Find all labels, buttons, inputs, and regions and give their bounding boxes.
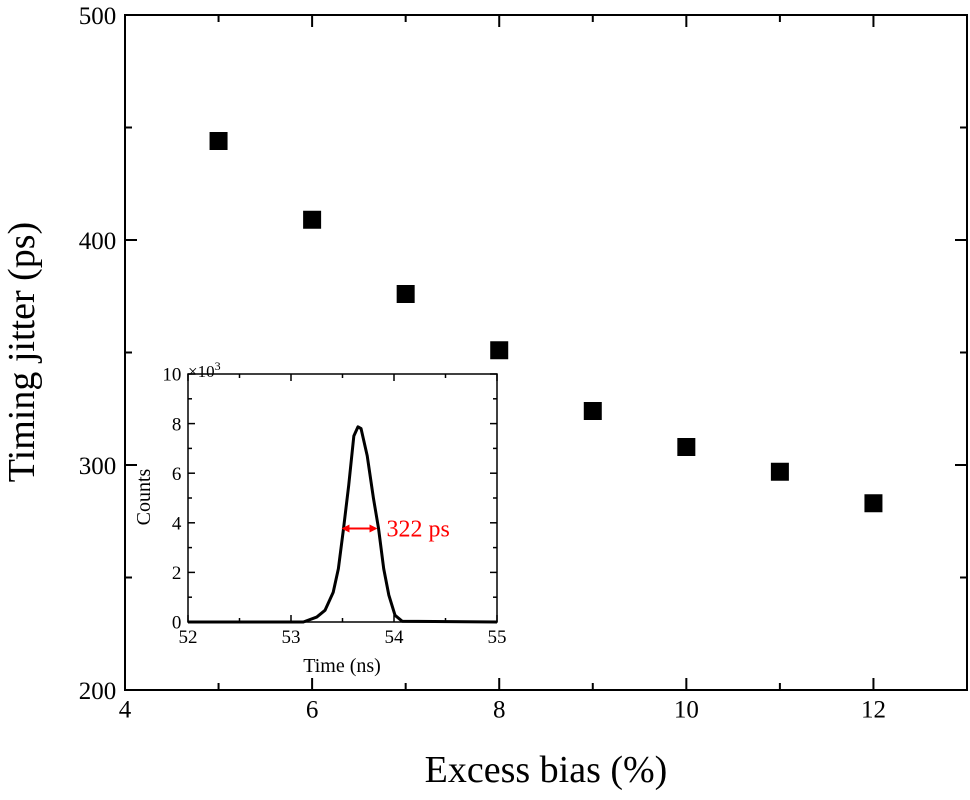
data-point — [490, 341, 509, 360]
inset-y-tick-label: 8 — [172, 414, 182, 435]
data-point — [677, 438, 696, 456]
inset-y-tick-label: 10 — [162, 365, 181, 386]
data-point — [303, 210, 322, 229]
inset-curve — [188, 425, 498, 624]
inset-y-multiplier: ×103 — [188, 359, 221, 381]
multiplier-base: ×10 — [188, 362, 215, 381]
inset-x-tick-label: 55 — [488, 627, 507, 648]
inset-x-tick-label: 53 — [282, 627, 301, 648]
y-tick-label: 400 — [79, 228, 117, 255]
x-tick-label: 6 — [306, 697, 319, 724]
inset-y-axis-label: Counts — [133, 468, 155, 525]
inset-y-tick-label: 0 — [172, 613, 182, 634]
inset-y-tick-label: 2 — [172, 563, 182, 584]
inset-x-axis-label: Time (ns) — [303, 655, 381, 677]
y-tick-label: 500 — [79, 3, 117, 30]
fwhm-arrow-head-right — [369, 524, 378, 533]
fwhm-annotation: 322 ps — [387, 517, 450, 543]
inset-y-tick-label: 6 — [172, 464, 182, 485]
y-tick-label: 300 — [79, 453, 117, 480]
data-point — [583, 402, 602, 420]
x-tick-label: 4 — [119, 697, 132, 724]
data-point — [209, 132, 228, 150]
data-point — [770, 462, 789, 481]
x-tick-label: 8 — [493, 697, 506, 724]
fwhm-arrow-head-left — [341, 524, 350, 533]
x-axis-label: Excess bias (%) — [425, 749, 668, 791]
multiplier-exp: 3 — [215, 359, 221, 373]
y-tick-label: 200 — [79, 678, 117, 705]
inset-background — [188, 374, 497, 622]
data-point — [396, 285, 415, 303]
inset-x-tick-label: 54 — [385, 627, 405, 648]
x-tick-label: 10 — [674, 697, 699, 724]
y-axis-label: Timing jitter (ps) — [1, 222, 43, 482]
inset-y-tick-label: 4 — [172, 513, 182, 534]
x-tick-label: 12 — [861, 697, 886, 724]
inset-x-tick-label: 52 — [179, 627, 198, 648]
data-point — [864, 494, 883, 513]
